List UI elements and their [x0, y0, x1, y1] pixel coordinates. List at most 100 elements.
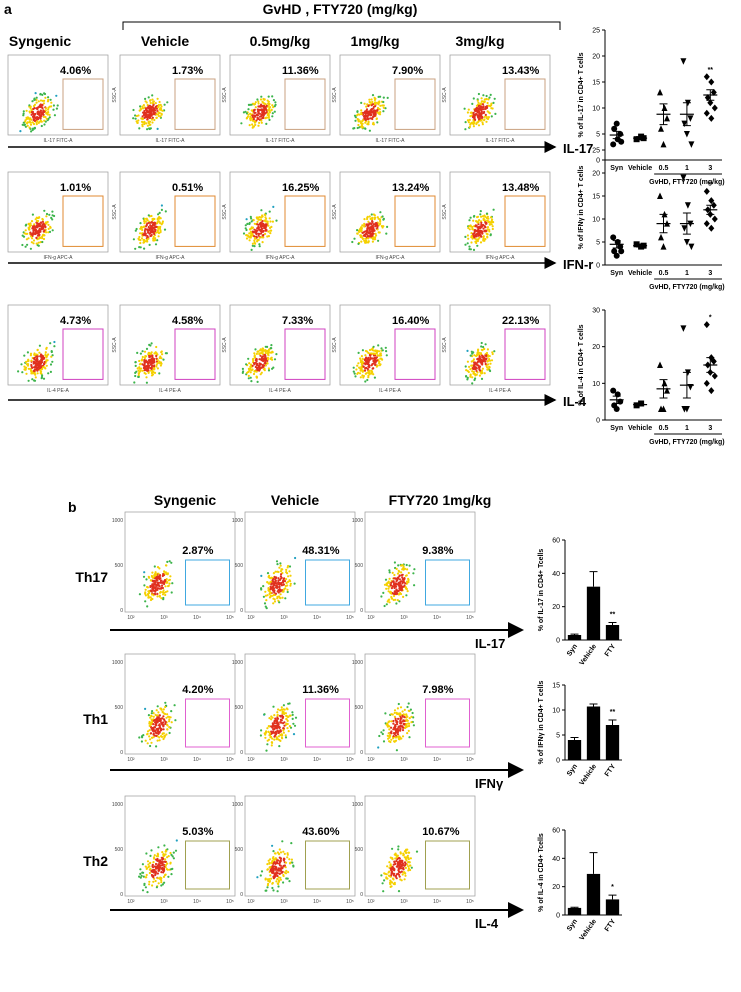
flow-event — [468, 224, 471, 228]
flow-event — [45, 117, 48, 120]
flow-event — [279, 570, 283, 573]
flow-event — [40, 113, 43, 116]
flow-event — [155, 734, 158, 738]
flow-event — [291, 861, 294, 864]
flow-event — [146, 585, 149, 589]
data-point — [664, 114, 670, 122]
flow-event — [47, 108, 50, 111]
flow-event — [388, 569, 391, 572]
flow-event — [395, 873, 398, 876]
flow-event — [150, 719, 154, 722]
flow-event — [255, 119, 258, 122]
flow-event — [32, 104, 36, 108]
flow-event — [22, 112, 25, 115]
flow-event — [156, 239, 159, 242]
flow-event — [166, 848, 169, 851]
flow-event — [145, 381, 148, 384]
flow-event — [488, 359, 492, 362]
flow-event — [41, 93, 44, 96]
flow-event — [150, 214, 153, 218]
flow-event — [394, 734, 398, 737]
flow-event — [171, 867, 174, 871]
flow-event — [140, 117, 143, 120]
flow-event — [152, 856, 156, 859]
flow-event — [36, 372, 39, 375]
flow-event — [270, 861, 274, 864]
flow-event — [148, 359, 151, 363]
gate — [504, 328, 546, 380]
flow-event — [396, 733, 400, 736]
flow-event — [169, 861, 172, 864]
flow-event — [285, 718, 288, 721]
flow-event — [260, 356, 264, 359]
flow-event — [464, 235, 467, 238]
flow-event — [245, 218, 248, 221]
flow-event — [151, 121, 154, 124]
flow-event — [156, 717, 159, 721]
flow-event — [397, 589, 400, 593]
flow-event — [279, 562, 282, 565]
gate — [394, 328, 436, 380]
flow-event — [371, 110, 374, 113]
flow-plot-frame — [364, 653, 476, 755]
flow-event — [484, 226, 487, 229]
flow-event — [160, 350, 163, 353]
flow-event — [256, 362, 259, 365]
flow-event — [162, 358, 165, 361]
flow-event — [383, 872, 386, 875]
flow-event — [367, 120, 370, 123]
flow-event — [30, 235, 33, 238]
flow-event — [282, 873, 285, 877]
flow-x-tick: 10⁵ — [226, 615, 234, 621]
flow-event — [399, 728, 402, 731]
flow-event — [473, 373, 476, 376]
flow-event — [388, 577, 391, 580]
flow-event — [401, 576, 404, 579]
flow-event — [151, 884, 154, 887]
flow-event — [266, 352, 269, 355]
flow-event — [153, 854, 156, 857]
flow-event — [463, 107, 466, 110]
flow-event — [166, 101, 169, 104]
flow-x-tick: 10⁴ — [433, 615, 441, 621]
flow-event — [149, 99, 152, 102]
flow-event — [274, 592, 278, 595]
flow-event — [150, 590, 153, 593]
flow-event — [264, 226, 267, 229]
flow-event — [271, 886, 274, 890]
flow-event — [269, 232, 272, 235]
x-axis-title: GvHD, FTY720 (mg/kg) — [649, 439, 724, 446]
flow-event — [152, 223, 155, 226]
gate — [305, 840, 350, 890]
flow-event — [142, 871, 145, 874]
flow-event — [271, 737, 274, 740]
flow-event — [156, 579, 159, 582]
flow-event — [276, 586, 279, 590]
flow-event — [359, 367, 362, 370]
flow-event — [156, 361, 159, 365]
flow-event — [143, 350, 147, 353]
flow-event — [260, 574, 263, 578]
flow-event — [270, 108, 273, 111]
flow-event — [475, 354, 479, 357]
flow-event — [394, 585, 397, 588]
flow-event — [368, 358, 371, 361]
gate — [425, 840, 470, 890]
significance: ** — [708, 181, 714, 188]
flow-event — [282, 865, 285, 868]
flow-event — [253, 108, 256, 112]
gate-percentage: 16.40% — [392, 315, 430, 327]
flow-event — [387, 585, 390, 588]
flow-event — [143, 116, 146, 119]
flow-event — [486, 236, 489, 239]
flow-event — [154, 239, 157, 242]
flow-event — [285, 707, 288, 710]
flow-y-label: SSC-A — [442, 87, 448, 103]
flow-event — [281, 596, 284, 599]
flow-event — [279, 878, 282, 881]
flow-event — [41, 374, 44, 377]
flow-event — [278, 848, 281, 851]
flow-event — [255, 376, 258, 379]
flow-plot-frame — [124, 511, 236, 613]
flow-event — [267, 230, 270, 233]
